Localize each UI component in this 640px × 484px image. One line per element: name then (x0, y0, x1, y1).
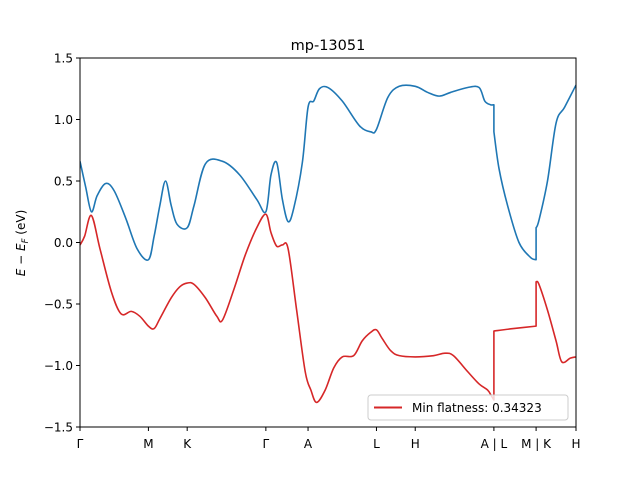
legend-box (367, 394, 569, 421)
legend: Min flatness: 0.34323 (367, 394, 569, 421)
band-line-red (80, 213, 576, 404)
y-tick-label: −1.0 (44, 359, 73, 373)
x-tick-label: A | L (481, 437, 508, 451)
y-label-sub: F (21, 238, 31, 243)
y-tick-label: 1.5 (54, 52, 73, 66)
legend-label: Min flatness: 0.34323 (412, 401, 542, 415)
x-tick-label: M (143, 437, 153, 451)
x-tick-label: A (304, 437, 313, 451)
x-tick-label: Γ (77, 437, 84, 451)
x-tick-label: Γ (263, 437, 270, 451)
y-axis-label: E − EF (eV) (14, 210, 31, 277)
band-lines (80, 84, 576, 404)
y-tick-label: 0.0 (54, 236, 73, 250)
y-ticks: −1.5 −1.0 −0.5 0.0 0.5 1.0 1.5 (44, 52, 80, 435)
y-label-ef: E (14, 243, 28, 251)
chart-title: mp-13051 (291, 38, 366, 54)
x-ticks: Γ M K Γ A L H A | L M | K H (77, 427, 581, 451)
x-tick-label: K (183, 437, 192, 451)
y-tick-label: 0.5 (54, 175, 73, 189)
x-tick-label: L (373, 437, 380, 451)
y-tick-label: −1.5 (44, 421, 73, 435)
y-tick-label: −0.5 (44, 298, 73, 312)
y-label-e: E (14, 268, 28, 276)
y-tick-label: 1.0 (54, 113, 73, 127)
x-tick-label: H (411, 437, 420, 451)
x-tick-label: M | K (521, 437, 552, 451)
y-label-minus: − (14, 251, 28, 269)
svg-text:E − EF (eV): E − EF (eV) (14, 210, 31, 277)
x-tick-label: H (571, 437, 580, 451)
band-line-blue (80, 84, 576, 261)
axes-frame (79, 57, 577, 428)
y-label-unit: (eV) (14, 210, 28, 239)
